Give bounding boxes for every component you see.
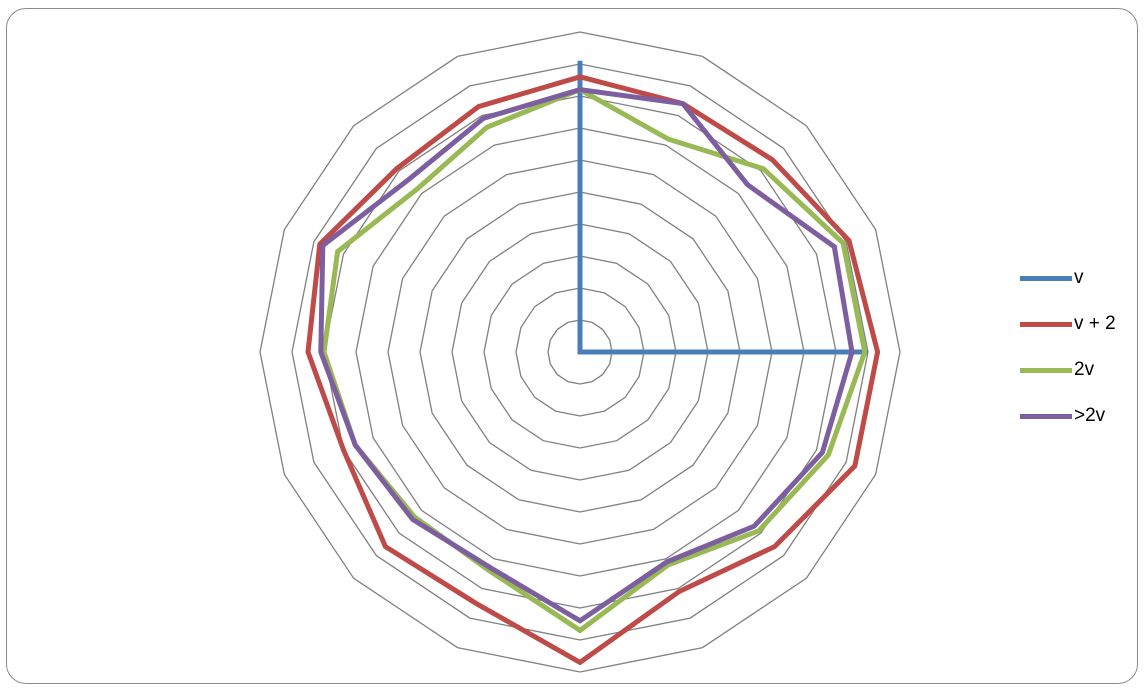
- legend-swatch-2v: [1020, 367, 1072, 373]
- legend-item-2v: 2v: [1020, 358, 1140, 382]
- legend-item-v: v: [1020, 266, 1140, 290]
- chart-area: [6, 8, 1138, 684]
- radar-grid: [259, 31, 901, 673]
- legend-swatch-gt-2v: [1020, 413, 1072, 419]
- radar-series: [305, 60, 881, 666]
- series-line-2: [321, 86, 868, 634]
- legend-swatch-v-plus-2: [1020, 321, 1072, 327]
- legend: v v + 2 2v >2v: [1020, 266, 1140, 450]
- grid-ring-6: [387, 159, 773, 545]
- series-line-1: [305, 74, 881, 666]
- grid-ring-3: [483, 255, 677, 449]
- legend-label-v: v: [1074, 267, 1084, 288]
- legend-item-gt-2v: >2v: [1020, 404, 1140, 428]
- legend-label-2v: 2v: [1074, 359, 1095, 380]
- legend-label-gt-2v: >2v: [1074, 405, 1106, 426]
- grid-ring-7: [355, 127, 805, 577]
- grid-ring-10: [259, 31, 901, 673]
- grid-ring-2: [515, 287, 645, 417]
- grid-ring-8: [323, 95, 837, 609]
- legend-label-v-plus-2: v + 2: [1074, 313, 1116, 334]
- legend-swatch-v: [1020, 275, 1072, 281]
- series-line-0: [577, 60, 868, 355]
- grid-ring-9: [291, 63, 869, 641]
- grid-ring-5: [419, 191, 741, 513]
- grid-ring-1: [547, 319, 613, 385]
- grid-ring-4: [451, 223, 709, 481]
- legend-item-v-plus-2: v + 2: [1020, 312, 1140, 336]
- series-line-3: [318, 87, 855, 624]
